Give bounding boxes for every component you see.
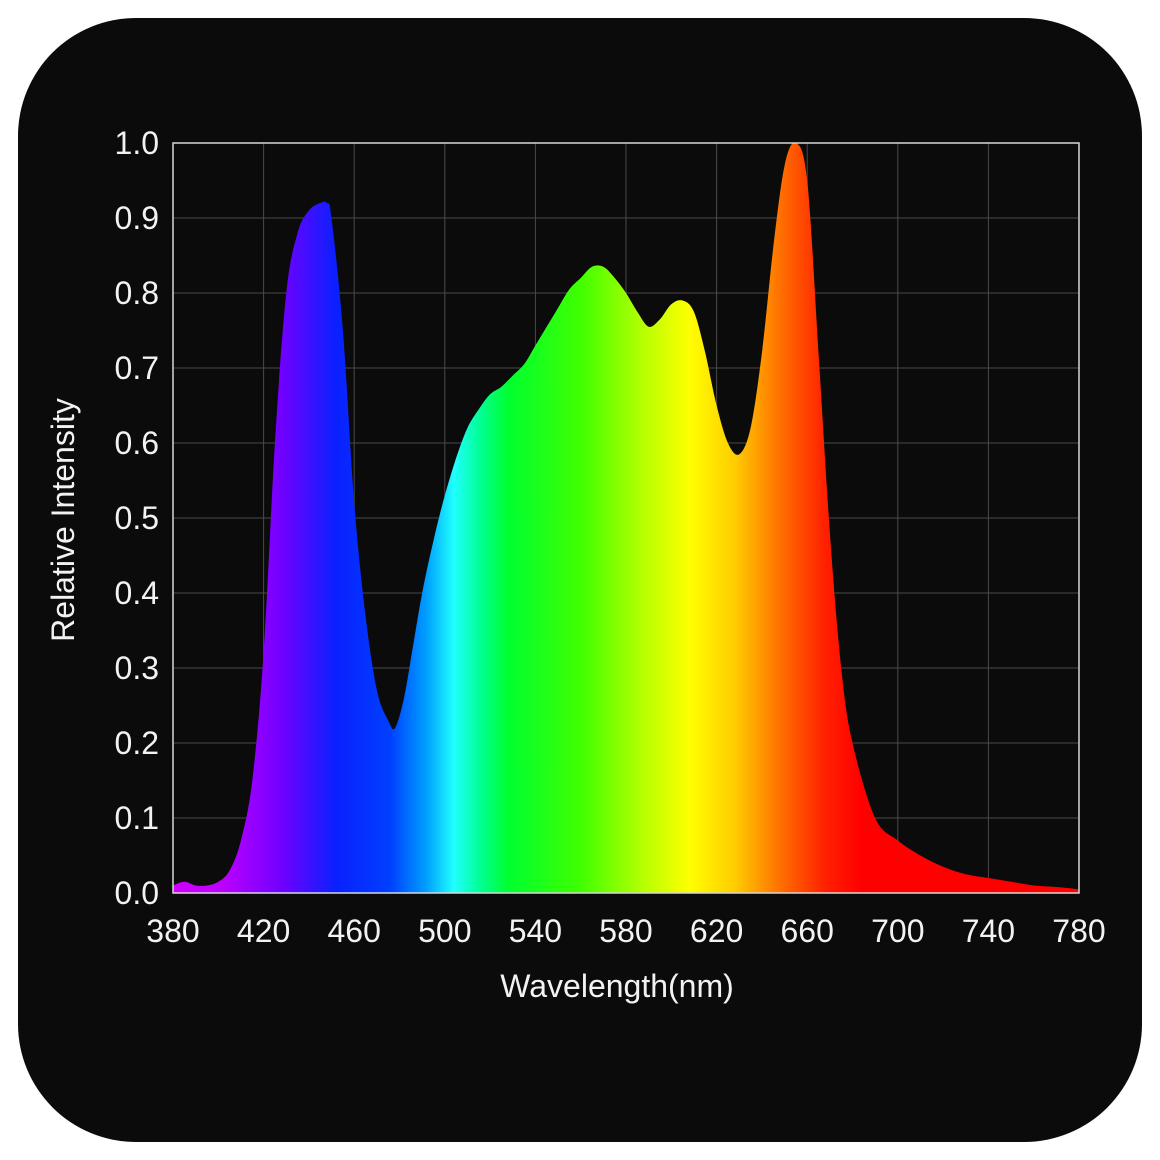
y-axis-ticks: 0.0 0.1 0.2 0.3 0.4 0.5 0.6 0.7 0.8 0.9 1.0 (115, 125, 159, 911)
x-tick-label: 380 (146, 913, 199, 949)
y-tick-label: 0.7 (115, 350, 159, 386)
x-tick-label: 460 (328, 913, 381, 949)
y-axis-label: Relative Intensity (45, 398, 81, 642)
x-tick-label: 500 (418, 913, 471, 949)
y-tick-label: 0.3 (115, 650, 159, 686)
y-tick-label: 0.6 (115, 425, 159, 461)
x-tick-label: 700 (871, 913, 924, 949)
x-tick-label: 660 (781, 913, 834, 949)
x-tick-label: 620 (690, 913, 743, 949)
spectrum-area (173, 142, 1079, 893)
plot-frame (172, 142, 1080, 894)
y-tick-label: 1.0 (115, 125, 159, 161)
y-tick-label: 0.8 (115, 275, 159, 311)
y-tick-label: 0.2 (115, 725, 159, 761)
x-axis-label: Wavelength(nm) (500, 968, 734, 1004)
y-tick-label: 0.5 (115, 500, 159, 536)
y-tick-label: 0.0 (115, 875, 159, 911)
y-tick-label: 0.9 (115, 200, 159, 236)
x-tick-label: 580 (599, 913, 652, 949)
x-tick-label: 540 (509, 913, 562, 949)
x-tick-label: 780 (1052, 913, 1105, 949)
y-tick-label: 0.4 (115, 575, 159, 611)
x-axis-ticks: 380 420 460 500 540 580 620 660 700 740 780 (146, 913, 1105, 949)
y-tick-label: 0.1 (115, 800, 159, 836)
x-tick-label: 740 (962, 913, 1015, 949)
x-tick-label: 420 (237, 913, 290, 949)
